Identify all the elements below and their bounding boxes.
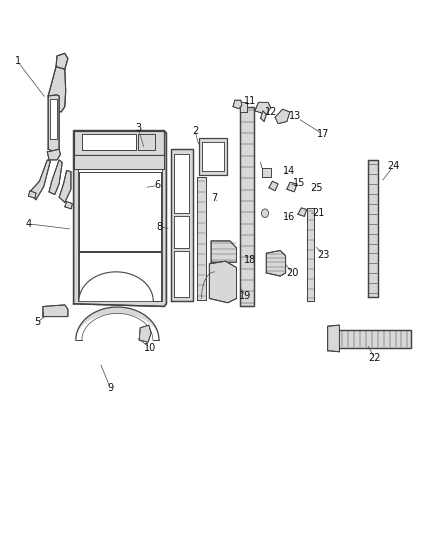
- Polygon shape: [79, 172, 161, 251]
- Polygon shape: [298, 208, 307, 216]
- Polygon shape: [199, 138, 227, 175]
- Text: 22: 22: [368, 353, 381, 363]
- Text: 13: 13: [289, 111, 301, 121]
- Polygon shape: [261, 111, 266, 122]
- Text: 5: 5: [34, 318, 40, 327]
- Text: 25: 25: [310, 183, 322, 192]
- Polygon shape: [269, 181, 278, 191]
- Polygon shape: [197, 177, 206, 300]
- Polygon shape: [174, 251, 189, 297]
- Polygon shape: [47, 149, 60, 160]
- Circle shape: [261, 209, 268, 217]
- Text: 8: 8: [157, 222, 163, 231]
- Text: 23: 23: [317, 250, 329, 260]
- Polygon shape: [65, 201, 72, 209]
- Text: 17: 17: [317, 130, 329, 139]
- Text: 4: 4: [25, 219, 32, 229]
- Polygon shape: [328, 325, 339, 352]
- Text: 1: 1: [14, 56, 21, 66]
- Text: 6: 6: [155, 181, 161, 190]
- Text: 11: 11: [244, 96, 257, 106]
- Polygon shape: [240, 102, 247, 112]
- Polygon shape: [74, 131, 166, 306]
- Text: 24: 24: [387, 161, 399, 171]
- Polygon shape: [43, 305, 68, 317]
- Polygon shape: [74, 131, 164, 155]
- Text: 20: 20: [286, 268, 299, 278]
- Polygon shape: [171, 149, 193, 301]
- Polygon shape: [233, 100, 242, 109]
- Polygon shape: [255, 102, 271, 115]
- Polygon shape: [174, 216, 189, 248]
- Polygon shape: [138, 134, 155, 150]
- Text: 21: 21: [312, 208, 324, 218]
- Polygon shape: [266, 251, 286, 276]
- Polygon shape: [174, 154, 189, 213]
- Polygon shape: [328, 330, 411, 348]
- Text: 3: 3: [135, 123, 141, 133]
- Polygon shape: [49, 160, 62, 195]
- Polygon shape: [78, 136, 162, 301]
- Text: 12: 12: [265, 107, 277, 117]
- Polygon shape: [307, 208, 314, 301]
- Polygon shape: [56, 53, 68, 69]
- Text: 18: 18: [244, 255, 256, 264]
- Polygon shape: [50, 99, 57, 139]
- Text: 14: 14: [283, 166, 295, 175]
- Polygon shape: [287, 182, 297, 192]
- Polygon shape: [139, 325, 151, 342]
- Polygon shape: [82, 134, 136, 150]
- Text: 15: 15: [293, 178, 305, 188]
- Polygon shape: [202, 142, 224, 171]
- Polygon shape: [262, 168, 271, 177]
- Polygon shape: [209, 261, 237, 303]
- Polygon shape: [74, 155, 164, 169]
- Polygon shape: [240, 107, 254, 306]
- Polygon shape: [48, 95, 59, 152]
- Text: 9: 9: [107, 383, 113, 393]
- Text: 16: 16: [283, 213, 295, 222]
- Polygon shape: [28, 191, 36, 198]
- Text: 19: 19: [239, 291, 251, 301]
- Polygon shape: [59, 171, 71, 203]
- Polygon shape: [211, 241, 237, 262]
- Text: 7: 7: [212, 193, 218, 203]
- Polygon shape: [48, 65, 66, 112]
- Text: 10: 10: [144, 343, 156, 352]
- Polygon shape: [30, 160, 50, 200]
- Polygon shape: [79, 252, 161, 301]
- Polygon shape: [275, 109, 290, 124]
- Polygon shape: [368, 160, 378, 297]
- Text: 2: 2: [192, 126, 198, 135]
